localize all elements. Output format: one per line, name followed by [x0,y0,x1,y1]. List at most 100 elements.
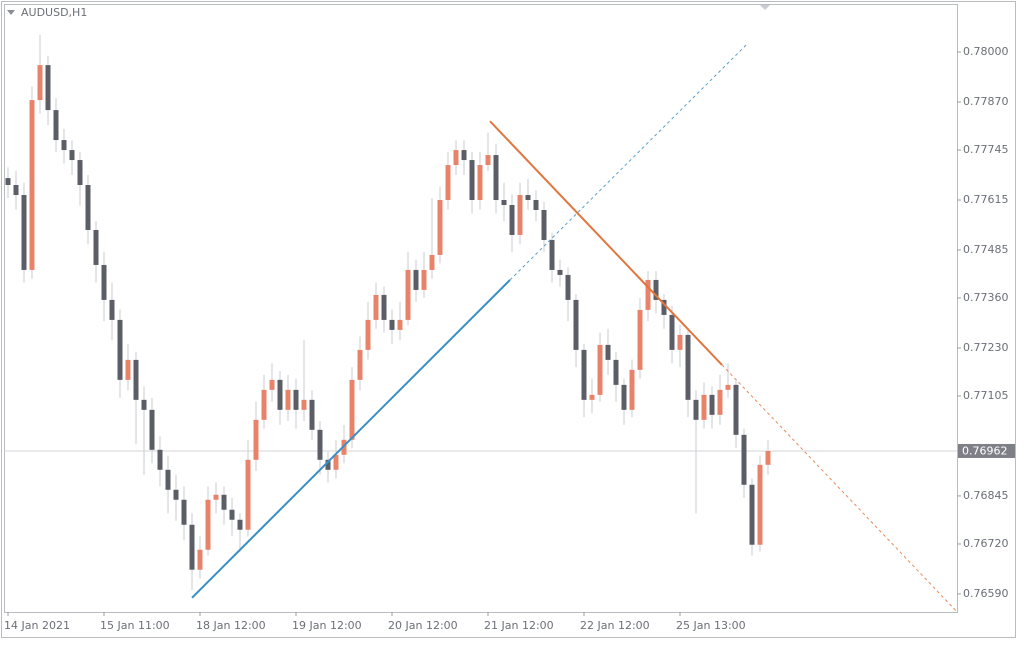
candle-body [85,185,91,230]
candle-body [205,499,211,550]
candle-body [165,469,171,490]
candle-body [133,359,139,400]
y-tick-label: 0.76845 [963,489,1009,502]
candle-body [581,349,587,400]
candle-body [285,389,291,410]
candle-body [613,359,619,385]
candle-body [453,150,459,166]
x-tick-label: 25 Jan 13:00 [676,619,746,632]
candle-body [421,269,427,290]
y-tick-label: 0.77360 [963,291,1009,304]
candle-body [301,399,307,410]
plot-frame [4,4,958,613]
candle-body [397,319,403,330]
candle-body [293,389,299,410]
candle-body [109,299,115,320]
scroll-marker [760,5,770,10]
candle-body [525,195,531,201]
candle-body [685,334,691,400]
x-tick-label: 15 Jan 11:00 [100,619,170,632]
candle-body [253,419,259,460]
candle-body [389,319,395,330]
x-tick-label: 19 Jan 12:00 [292,619,362,632]
candle-body [549,239,555,270]
candle-body [741,434,747,485]
candle-body [517,195,523,235]
candle-body [477,165,483,201]
y-tick-label: 0.77870 [963,95,1009,108]
candle-body [229,509,235,520]
candle-body [461,150,467,161]
candle-body [445,165,451,201]
candle-body [141,399,147,410]
candle-body [437,200,443,255]
current-price-box [958,443,1015,458]
y-tick-label: 0.76720 [963,537,1009,550]
candle-body [309,399,315,430]
candle-body [21,195,27,270]
candle-body [565,274,571,300]
candle-body [149,409,155,450]
candle-body [117,319,123,380]
symbol-dropdown-icon[interactable] [7,10,15,15]
candle-body [61,140,67,151]
candle-body [509,205,515,235]
candle-body [429,254,435,270]
candle-body [269,379,275,390]
candle-body [413,269,419,290]
candle-body [637,309,643,370]
y-tick-label: 0.77615 [963,193,1009,206]
current-price-label: 0.76962 [962,444,1008,457]
chart-title: AUDUSD,H1 [21,6,87,19]
candle-body [197,549,203,570]
candle-body [5,178,11,186]
candle-body [469,160,475,201]
candle-body [653,279,659,300]
candle-body [157,449,163,470]
candle-body [341,439,347,455]
candle-body [533,200,539,210]
candle-body [221,494,227,510]
candle-body [37,65,43,101]
candle-body [645,279,651,310]
candle-body [325,459,331,470]
candle-body [77,160,83,186]
candle-body [693,399,699,420]
candle-body [101,264,107,300]
x-tick-label: 18 Jan 12:00 [196,619,266,632]
y-tick-label: 0.77485 [963,243,1009,256]
candle-body [365,319,371,350]
y-tick-label: 0.77230 [963,341,1009,354]
outer-frame [1,1,1016,638]
candle-body [245,459,251,530]
candle-body [669,314,675,350]
candle-body [701,394,707,420]
candle-body [13,185,19,196]
candle-body [261,389,267,420]
candle-body [189,524,195,570]
candle-body [709,394,715,415]
candle-body [237,519,243,530]
candle-body [757,464,763,545]
candle-body [605,344,611,360]
x-tick-label: 20 Jan 12:00 [388,619,458,632]
candle-body [69,150,75,161]
candle-body [405,269,411,320]
candle-body [373,294,379,320]
candle-body [485,155,491,166]
candle-body [661,299,667,315]
candle-body [501,200,507,206]
candle-body [733,384,739,435]
candle-body [541,209,547,240]
candle-body [93,229,99,265]
candle-body [725,384,731,390]
candle-body [125,359,131,380]
y-tick-label: 0.77745 [963,143,1009,156]
candle-body [357,349,363,380]
candle-body [717,389,723,415]
y-tick-label: 0.77105 [963,389,1009,402]
candle-body [29,100,35,270]
candle-body [277,379,283,410]
